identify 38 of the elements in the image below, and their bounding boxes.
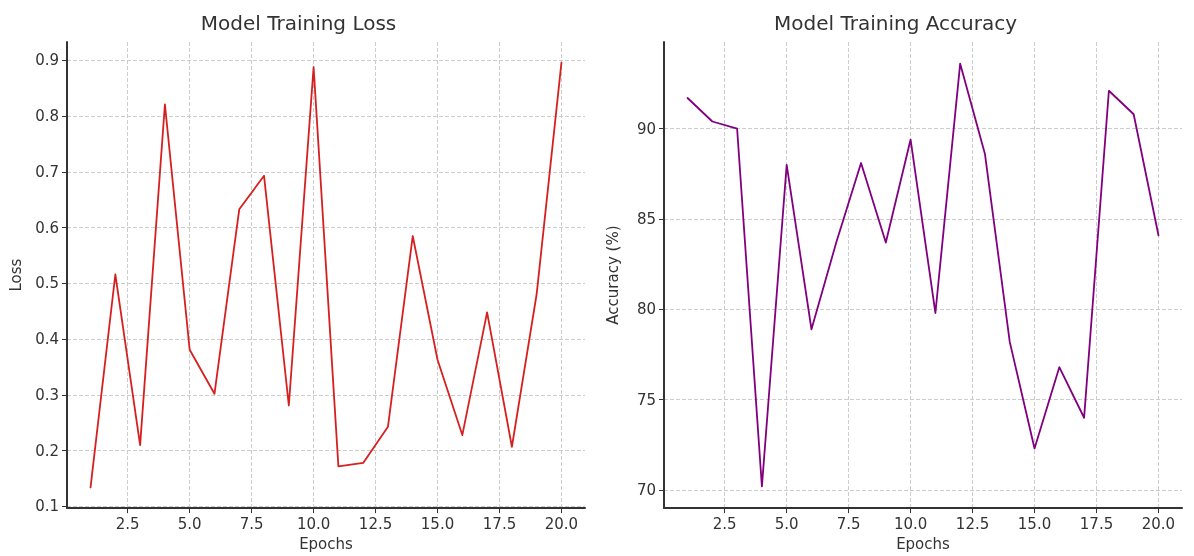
x-tick-label: 12.5: [358, 514, 393, 533]
x-tick-label: 15.0: [420, 514, 455, 533]
line-series: [89, 61, 563, 489]
x-tick-label: 10.0: [296, 514, 331, 533]
y-tick-label: 0.6: [35, 218, 59, 237]
x-axis-title: Epochs: [299, 534, 354, 553]
x-tick-label: 15.0: [1017, 514, 1052, 533]
x-tick-label: 20.0: [544, 514, 579, 533]
x-tick-label: 5.0: [177, 514, 202, 533]
y-tick-label: 75: [636, 390, 656, 409]
y-tick-label: 0.8: [35, 107, 59, 126]
x-tick-label: 12.5: [955, 514, 990, 533]
chart-title: Model Training Accuracy: [774, 11, 1018, 35]
x-axis-title: Epochs: [896, 534, 951, 553]
y-tick-label: 85: [636, 210, 656, 229]
line-series: [686, 62, 1160, 488]
x-tick-label: 5.0: [774, 514, 799, 533]
x-tick-label: 2.5: [115, 514, 140, 533]
y-tick-label: 0.4: [35, 330, 59, 349]
y-tick-label: 0.9: [35, 51, 59, 70]
x-tick-label: 10.0: [893, 514, 928, 533]
y-tick-label: 0.3: [35, 385, 59, 404]
x-tick-label: 17.5: [1079, 514, 1114, 533]
x-tick-label: 17.5: [482, 514, 517, 533]
y-tick-label: 0.2: [35, 441, 59, 460]
chart-title: Model Training Loss: [200, 11, 397, 35]
y-tick-label: 90: [636, 119, 656, 138]
x-tick-label: 7.5: [836, 514, 861, 533]
x-tick-label: 2.5: [712, 514, 737, 533]
y-tick-label: 80: [636, 300, 656, 319]
y-tick-label: 0.1: [35, 497, 59, 516]
y-axis-title: Accuracy (%): [603, 225, 622, 325]
y-tick-label: 0.5: [35, 274, 59, 293]
x-tick-label: 20.0: [1141, 514, 1176, 533]
y-tick-label: 70: [636, 481, 656, 500]
y-axis-title: Loss: [6, 258, 25, 292]
y-tick-label: 0.7: [35, 162, 59, 181]
x-tick-label: 7.5: [239, 514, 264, 533]
